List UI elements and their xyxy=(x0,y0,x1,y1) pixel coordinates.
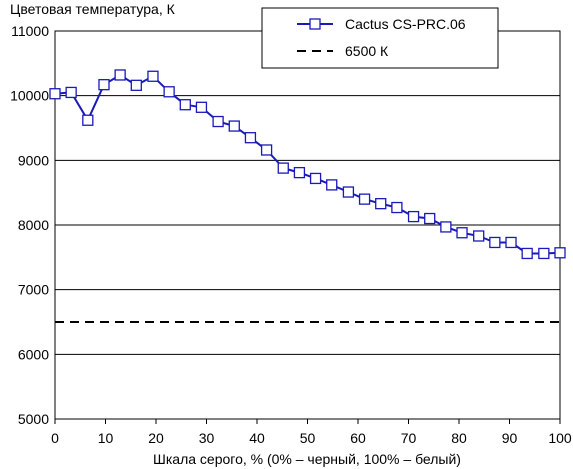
x-tick-label-90: 90 xyxy=(502,430,518,446)
y-tick-label-11000: 11000 xyxy=(11,23,49,39)
data-point xyxy=(456,227,468,239)
data-point xyxy=(489,236,501,249)
y-axis-title: Цветовая температура, К xyxy=(10,1,176,17)
x-tick-label-60: 60 xyxy=(350,430,366,446)
data-point xyxy=(375,198,387,210)
data-point xyxy=(342,186,355,198)
x-tick-label-100: 100 xyxy=(548,430,572,446)
legend: Cactus CS-PRC.06 6500 К xyxy=(261,7,499,69)
x-tick-label-0: 0 xyxy=(51,430,59,446)
data-point xyxy=(179,99,191,111)
y-tick-label-5000: 5000 xyxy=(18,411,49,427)
x-tick-label-10: 10 xyxy=(98,430,114,446)
x-tick-label-20: 20 xyxy=(148,430,164,446)
data-point xyxy=(424,212,436,225)
data-point xyxy=(391,201,403,214)
grid-lines xyxy=(55,95,560,355)
data-point xyxy=(505,236,517,249)
y-tick-label-7000: 7000 xyxy=(18,282,49,298)
data-point xyxy=(228,120,240,132)
data-point xyxy=(521,247,533,260)
data-point xyxy=(309,172,322,185)
data-point xyxy=(98,79,110,91)
x-tick-label-50: 50 xyxy=(300,430,316,446)
data-point xyxy=(554,247,566,259)
data-point xyxy=(326,179,338,191)
x-axis-title: Шкала серого, % (0% – черный, 100% – бел… xyxy=(153,451,461,467)
data-point xyxy=(293,166,306,179)
series-line-cactus xyxy=(54,74,561,255)
data-point xyxy=(49,88,61,100)
x-tick-label-80: 80 xyxy=(451,430,467,446)
x-tick-label-40: 40 xyxy=(249,430,265,446)
data-point xyxy=(163,86,175,98)
data-point xyxy=(195,101,208,113)
legend-marker-series-0 xyxy=(309,18,321,30)
data-point xyxy=(147,70,159,82)
y-tick-label-9000: 9000 xyxy=(18,152,49,168)
legend-label-series-1: 6500 К xyxy=(345,43,389,59)
x-tick-label-70: 70 xyxy=(401,430,417,446)
legend-label-series-0: Cactus CS-PRC.06 xyxy=(345,16,466,32)
data-point xyxy=(82,114,94,126)
data-point xyxy=(358,193,371,205)
data-point xyxy=(114,69,126,81)
data-point xyxy=(130,79,142,91)
data-point xyxy=(440,221,452,233)
series-layer xyxy=(49,69,566,323)
legend-box xyxy=(261,7,499,69)
y-tick-label-10000: 10000 xyxy=(10,88,49,104)
x-tick-label-30: 30 xyxy=(199,430,215,446)
y-tick-label-6000: 6000 xyxy=(18,346,49,362)
data-point xyxy=(260,144,273,156)
x-tick-labels: 0 10 20 30 40 50 60 70 80 90 100 xyxy=(51,419,572,446)
data-point xyxy=(407,210,420,223)
data-point xyxy=(244,132,257,144)
data-point xyxy=(277,162,289,174)
y-tick-label-8000: 8000 xyxy=(18,217,49,233)
data-point xyxy=(212,115,224,128)
data-point xyxy=(538,247,550,260)
data-point xyxy=(473,230,485,242)
y-tick-labels: 5000 6000 7000 8000 9000 10000 11000 xyxy=(10,23,49,427)
data-point xyxy=(65,86,77,99)
